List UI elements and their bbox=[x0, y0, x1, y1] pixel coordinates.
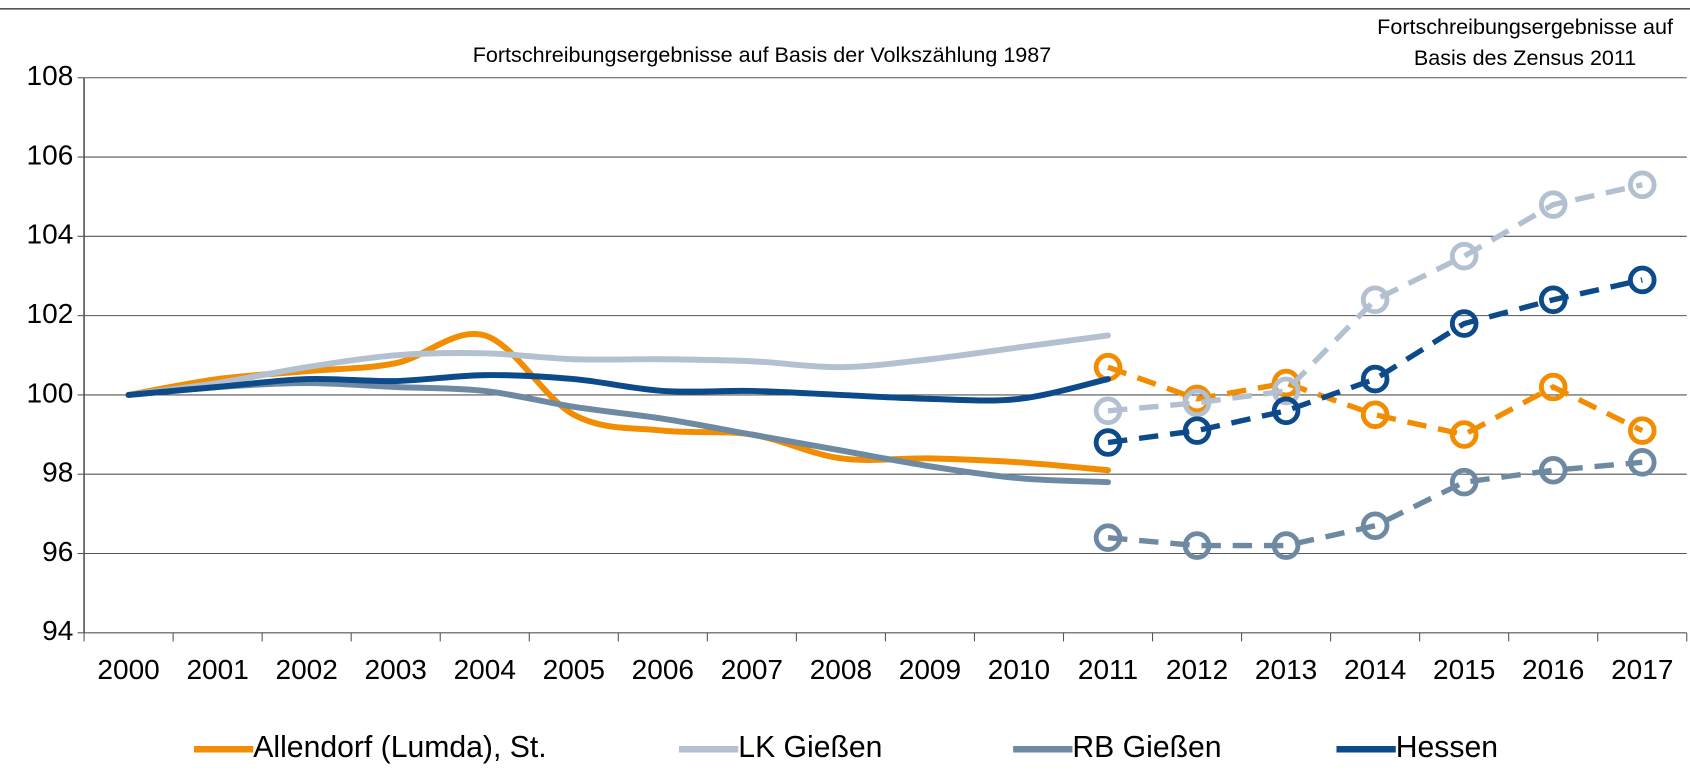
point-marker bbox=[1093, 396, 1123, 426]
point-marker bbox=[1182, 531, 1212, 560]
legend-label: Hessen bbox=[1396, 731, 1498, 764]
point-marker bbox=[1627, 265, 1657, 295]
y-tick-label: 108 bbox=[27, 60, 74, 91]
point-marker bbox=[1538, 190, 1568, 219]
x-tick-label: 2013 bbox=[1255, 654, 1317, 685]
point-marker bbox=[1271, 376, 1301, 406]
point-marker bbox=[1093, 428, 1123, 457]
y-tick-label: 104 bbox=[27, 219, 74, 250]
series-line bbox=[125, 380, 1111, 486]
annotation: Basis des Zensus 2011 bbox=[1414, 45, 1636, 70]
point-marker bbox=[1538, 372, 1568, 402]
point-marker bbox=[1182, 388, 1212, 418]
x-tick-label: 2014 bbox=[1344, 654, 1406, 685]
series-line-dashed bbox=[1107, 277, 1643, 446]
series-line-dashed bbox=[1107, 364, 1644, 438]
x-tick-label: 2017 bbox=[1611, 654, 1673, 685]
point-marker bbox=[1093, 523, 1123, 552]
x-tick-label: 2011 bbox=[1078, 654, 1138, 685]
x-tick-label: 2010 bbox=[988, 654, 1050, 685]
point-marker bbox=[1360, 511, 1390, 541]
series-line-dashed bbox=[1107, 182, 1643, 414]
point-marker bbox=[1627, 170, 1657, 200]
point-marker bbox=[1360, 285, 1390, 315]
legend-label: LK Gießen bbox=[738, 731, 882, 764]
legend-label: RB Gießen bbox=[1072, 731, 1221, 764]
point-marker bbox=[1538, 285, 1568, 315]
point-marker bbox=[1449, 467, 1479, 497]
point-marker bbox=[1360, 400, 1390, 430]
point-marker bbox=[1627, 416, 1657, 445]
x-tick-label: 2001 bbox=[186, 654, 248, 685]
point-marker bbox=[1182, 416, 1212, 445]
point-marker bbox=[1449, 241, 1479, 271]
y-tick-label: 106 bbox=[27, 139, 74, 170]
x-tick-label: 2007 bbox=[721, 654, 783, 685]
point-marker bbox=[1271, 396, 1301, 426]
x-tick-label: 2004 bbox=[454, 654, 516, 685]
x-tick-label: 2015 bbox=[1433, 654, 1495, 685]
x-tick-label: 2009 bbox=[899, 654, 961, 685]
x-tick-label: 2008 bbox=[810, 654, 872, 685]
point-marker bbox=[1271, 531, 1301, 560]
x-tick-label: 2003 bbox=[365, 654, 427, 685]
point-marker bbox=[1627, 448, 1657, 477]
x-tick-label: 2016 bbox=[1522, 654, 1584, 685]
series-line bbox=[125, 331, 1111, 474]
y-tick-label: 100 bbox=[27, 377, 74, 408]
series-line bbox=[125, 372, 1111, 404]
legend-label: Allendorf (Lumda), St. bbox=[253, 731, 546, 764]
point-marker bbox=[1449, 309, 1479, 338]
y-tick-label: 96 bbox=[42, 536, 73, 567]
point-marker bbox=[1449, 420, 1479, 449]
x-tick-label: 2000 bbox=[97, 654, 159, 685]
x-tick-label: 2012 bbox=[1166, 654, 1228, 685]
y-tick-label: 102 bbox=[27, 298, 74, 329]
x-tick-label: 2006 bbox=[632, 654, 694, 685]
y-tick-label: 98 bbox=[42, 457, 73, 488]
annotation: Fortschreibungsergebnisse auf Basis der … bbox=[473, 42, 1052, 67]
x-tick-label: 2002 bbox=[276, 654, 338, 685]
x-tick-label: 2005 bbox=[543, 654, 605, 685]
point-marker bbox=[1360, 364, 1390, 394]
point-marker bbox=[1538, 455, 1568, 485]
series-line bbox=[125, 332, 1111, 398]
annotation: Fortschreibungsergebnisse auf bbox=[1377, 14, 1674, 39]
y-tick-label: 94 bbox=[42, 615, 73, 646]
